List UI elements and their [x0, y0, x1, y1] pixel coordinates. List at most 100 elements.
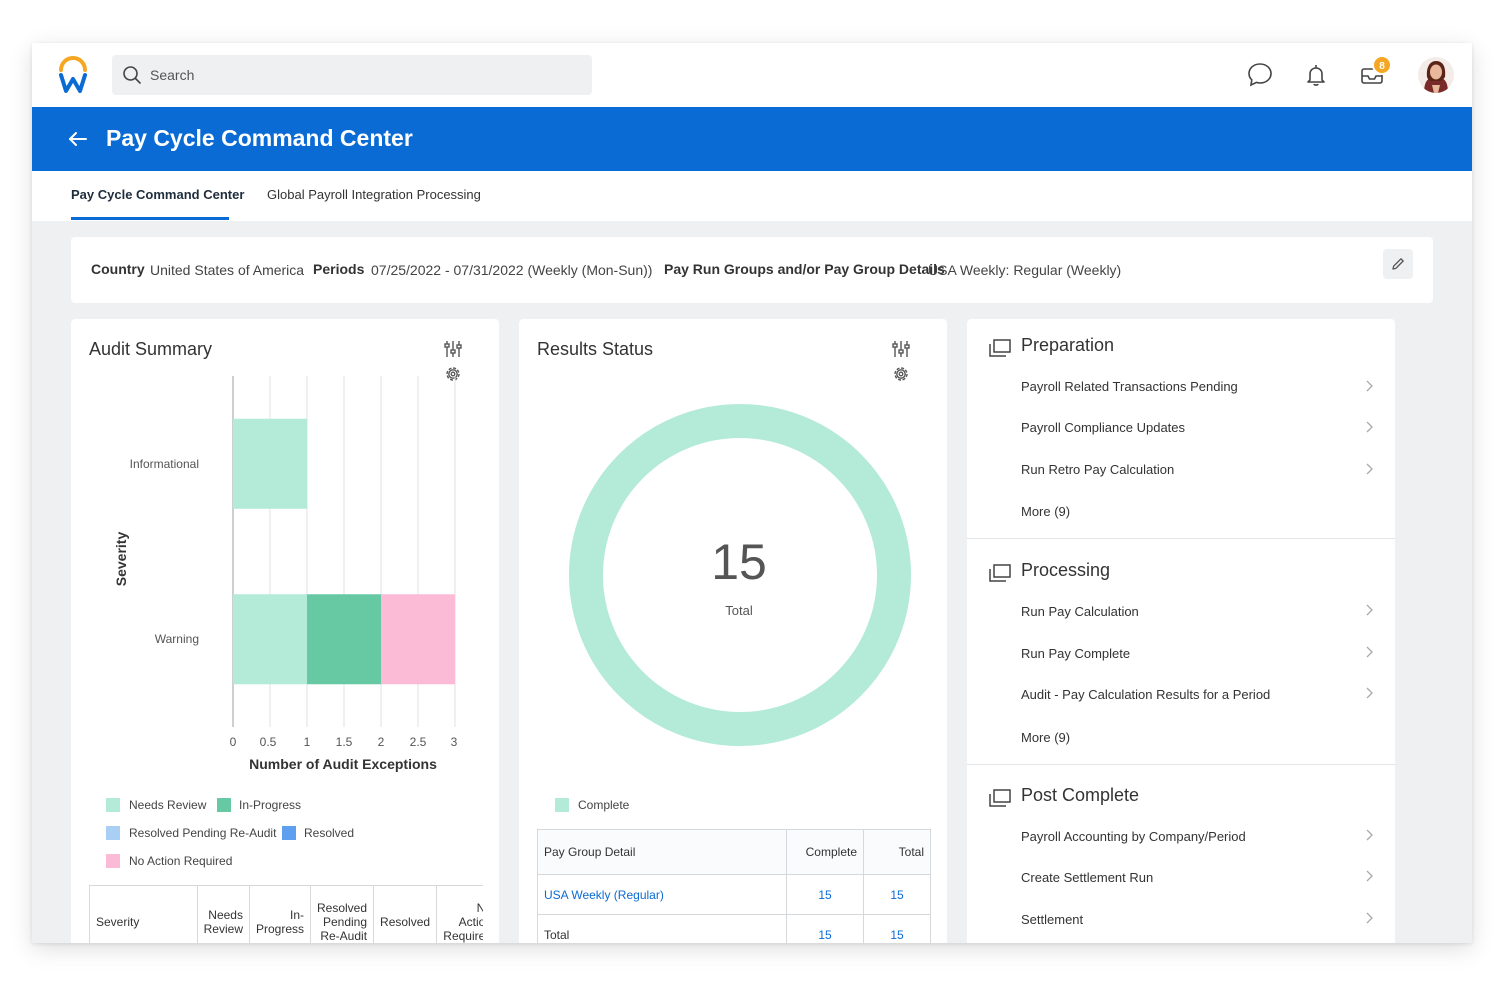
task-create-settlement-run[interactable]: Create Settlement Run — [1021, 870, 1154, 885]
search-input[interactable] — [150, 55, 580, 95]
bar-informational-needs-review[interactable] — [233, 418, 307, 509]
country-value: United States of America — [150, 262, 305, 278]
complete-count-link[interactable]: 15 — [786, 874, 864, 915]
more-preparation-link[interactable]: More (9) — [1021, 504, 1071, 519]
legend-swatch-no-action — [106, 854, 120, 868]
task-run-pay-calculation[interactable]: Run Pay Calculation — [1021, 604, 1139, 619]
bar-warning-no-action-required[interactable] — [381, 594, 455, 685]
tab-global-payroll-integration-processing[interactable]: Global Payroll Integration Processing — [267, 187, 481, 202]
filter-sliders-icon[interactable] — [443, 339, 463, 359]
col-resolved-pending-re-audit[interactable]: Resolved Pending Re-Audit — [309, 885, 375, 943]
pay-group-label: Pay Run Groups and/or Pay Group Details — [664, 261, 945, 277]
bar-warning-needs-review[interactable] — [233, 594, 307, 685]
legend-swatch-resolved — [282, 826, 296, 840]
results-donut-chart — [569, 404, 911, 746]
page-title: Pay Cycle Command Center — [106, 125, 413, 151]
card-tools — [891, 339, 935, 381]
task-run-retro-pay-calculation[interactable]: Run Retro Pay Calculation — [1021, 462, 1175, 477]
section-processing-title: Processing — [1021, 560, 1111, 580]
legend-swatch-resolved-pending — [106, 826, 120, 840]
results-table-wrapper: Pay Group Detail Complete Total USA Week… — [537, 829, 931, 943]
top-bar: 8 — [32, 43, 1472, 107]
task-payroll-related-transactions-pending[interactable]: Payroll Related Transactions Pending — [1021, 379, 1238, 394]
task-audit-pay-calculation-results[interactable]: Audit - Pay Calculation Results for a Pe… — [1021, 687, 1271, 702]
col-severity[interactable]: Severity — [89, 885, 198, 943]
chevron-right-icon[interactable] — [1364, 603, 1374, 617]
inbox-count-badge: 8 — [1372, 55, 1392, 75]
gear-icon[interactable] — [443, 364, 463, 384]
pay-group-link[interactable]: USA Weekly (Regular) — [537, 874, 787, 915]
country-label: Country — [91, 261, 145, 277]
gear-icon[interactable] — [891, 364, 911, 384]
table-row: USA Weekly (Regular) 15 15 — [537, 874, 931, 915]
results-status-card: Results Status 15 Total — [519, 319, 947, 943]
col-in-progress[interactable]: In-Progress — [248, 885, 312, 943]
legend-needs-review[interactable]: Needs Review — [129, 798, 207, 812]
x-tick-label: 1.5 — [335, 735, 353, 749]
periods-value: 07/25/2022 - 07/31/2022 (Weekly (Mon-Sun… — [371, 262, 653, 278]
section-divider — [967, 764, 1395, 765]
audit-summary-title: Audit Summary — [89, 339, 213, 359]
donut-center-label: Total — [725, 603, 753, 618]
results-status-title: Results Status — [537, 339, 654, 359]
back-arrow-icon[interactable] — [66, 127, 90, 151]
donut-slice-complete[interactable] — [569, 404, 911, 746]
task-run-pay-complete[interactable]: Run Pay Complete — [1021, 646, 1131, 661]
chevron-right-icon[interactable] — [1364, 911, 1374, 925]
tab-bar: Pay Cycle Command Center Global Payroll … — [32, 171, 1472, 221]
grand-total-link[interactable]: 15 — [863, 914, 931, 943]
x-axis-title: Number of Audit Exceptions — [249, 756, 437, 772]
user-avatar[interactable] — [1418, 57, 1454, 93]
legend-swatch-needs-review — [106, 798, 120, 812]
legend-complete[interactable]: Complete — [578, 798, 630, 812]
bell-icon[interactable] — [1302, 61, 1330, 89]
col-resolved[interactable]: Resolved — [373, 885, 438, 943]
results-status-table: Pay Group Detail Complete Total USA Week… — [537, 829, 931, 943]
prompt-values-bar: Country United States of America Periods… — [71, 237, 1433, 303]
section-post-complete-title: Post Complete — [1021, 785, 1140, 805]
col-pay-group-detail[interactable]: Pay Group Detail — [537, 829, 787, 875]
audit-exceptions-bar-chart — [232, 376, 456, 727]
search-icon — [123, 66, 141, 84]
chevron-right-icon[interactable] — [1364, 686, 1374, 700]
workday-logo[interactable] — [56, 55, 90, 95]
col-no-action-required[interactable]: No Action Required — [436, 885, 483, 943]
task-settlement[interactable]: Settlement — [1021, 912, 1084, 927]
x-tick-label: 1 — [303, 735, 311, 749]
x-tick-label: 3 — [450, 735, 458, 749]
task-payroll-compliance-updates[interactable]: Payroll Compliance Updates — [1021, 420, 1186, 435]
total-count-link[interactable]: 15 — [863, 874, 931, 915]
more-processing-link[interactable]: More (9) — [1021, 730, 1071, 745]
bar-warning-in-progress[interactable] — [307, 594, 381, 685]
edit-prompts-button[interactable] — [1383, 249, 1413, 279]
filter-sliders-icon[interactable] — [891, 339, 911, 359]
chevron-right-icon[interactable] — [1364, 869, 1374, 883]
donut-center-value: 15 — [711, 534, 767, 590]
chevron-right-icon[interactable] — [1364, 379, 1374, 393]
chevron-right-icon[interactable] — [1364, 645, 1374, 659]
col-total[interactable]: Total — [863, 829, 931, 875]
search-bar[interactable] — [112, 55, 592, 95]
task-payroll-accounting-by-company-period[interactable]: Payroll Accounting by Company/Period — [1021, 829, 1246, 844]
complete-total-link[interactable]: 15 — [786, 914, 864, 943]
window-stack-icon — [989, 339, 1011, 357]
chat-icon[interactable] — [1246, 61, 1274, 89]
section-preparation-title: Preparation — [1021, 335, 1115, 355]
legend-resolved-pending-re-audit[interactable]: Resolved Pending Re-Audit — [129, 826, 277, 840]
legend-in-progress[interactable]: In-Progress — [239, 798, 302, 812]
legend-resolved[interactable]: Resolved — [304, 826, 355, 840]
col-complete[interactable]: Complete — [786, 829, 864, 875]
x-tick-label: 0 — [229, 735, 237, 749]
pencil-icon — [1392, 258, 1404, 270]
category-label-informational: Informational — [129, 457, 199, 471]
x-tick-label: 0.5 — [259, 735, 277, 749]
total-row-label: Total — [537, 914, 787, 943]
y-axis-title: Severity — [113, 531, 129, 587]
chevron-right-icon[interactable] — [1364, 420, 1374, 434]
chevron-right-icon[interactable] — [1364, 462, 1374, 476]
col-needs-review[interactable]: Needs Review — [196, 885, 250, 943]
legend-no-action-required[interactable]: No Action Required — [129, 854, 233, 868]
chevron-right-icon[interactable] — [1364, 828, 1374, 842]
legend-swatch-in-progress — [217, 798, 231, 812]
tab-pay-cycle-command-center[interactable]: Pay Cycle Command Center — [71, 187, 245, 202]
